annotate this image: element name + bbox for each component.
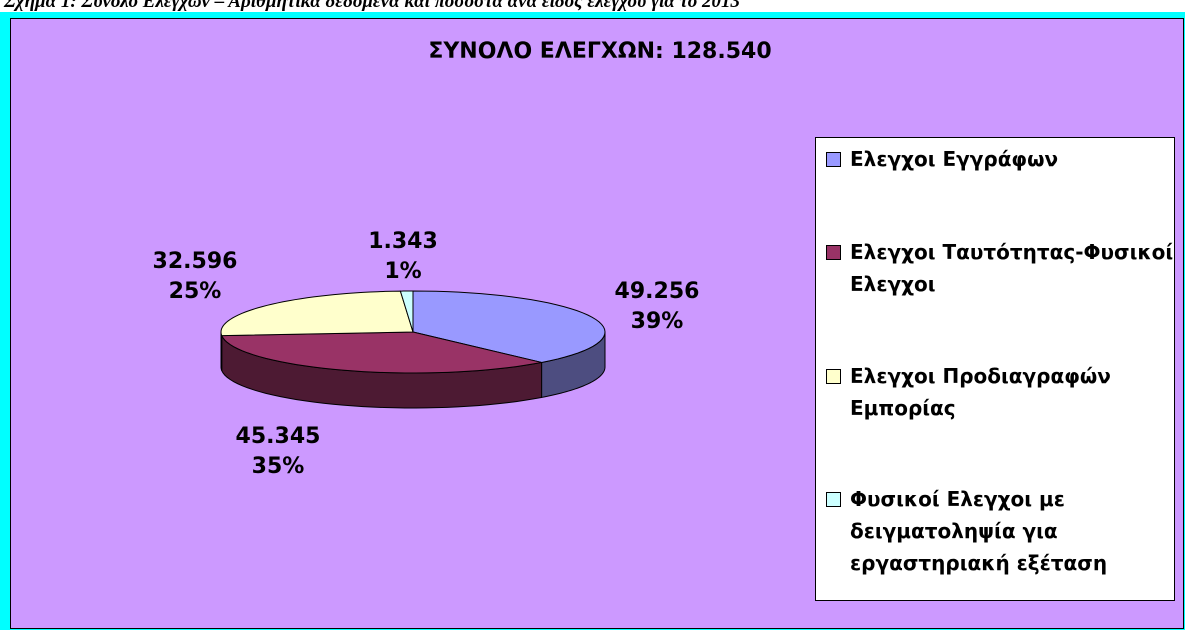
percentage-label: 39% bbox=[631, 309, 684, 334]
legend-label: Ελεγχοι Προδιαγραφών Εμπορίας bbox=[850, 364, 1111, 420]
slice bbox=[220, 290, 414, 337]
value-label: 49.256 bbox=[615, 279, 700, 304]
percentage-label: 1% bbox=[384, 259, 421, 284]
legend-label: Φυσικοί Ελεγχοι με δειγματοληψία για εργ… bbox=[850, 487, 1108, 575]
legend-swatch bbox=[826, 492, 841, 507]
legend: Ελεγχοι Εγγράφων Ελεγχοι Ταυτότητας-Φυσικ… bbox=[815, 137, 1175, 601]
value-label: 1.343 bbox=[368, 229, 438, 254]
value-label: 32.596 bbox=[153, 249, 238, 274]
percentage-label: 25% bbox=[169, 279, 222, 304]
legend-item: Ελεγχοι Προδιαγραφών Εμπορίας bbox=[826, 360, 1180, 424]
legend-item: Ελεγχοι Ταυτότητας-Φυσικοί Ελεγχοι bbox=[826, 236, 1180, 300]
caption: Σχήμα 1: Σύνολο Ελέγχων – Αριθμητικά δεδ… bbox=[4, 0, 740, 12]
chart-title: ΣΥΝΟΛΟ ΕΛΕΓΧΩΝ: 128.540 bbox=[428, 39, 771, 64]
legend-label: Ελεγχοι Ταυτότητας-Φυσικοί Ελεγχοι bbox=[850, 240, 1174, 296]
legend-item: Φυσικοί Ελεγχοι με δειγματοληψία για εργ… bbox=[826, 483, 1180, 579]
legend-item: Ελεγχοι Εγγράφων bbox=[826, 143, 1180, 175]
legend-swatch bbox=[826, 245, 841, 260]
percentage-label: 35% bbox=[252, 454, 305, 479]
legend-label: Ελεγχοι Εγγράφων bbox=[850, 147, 1059, 171]
legend-swatch bbox=[826, 369, 841, 384]
value-label: 45.345 bbox=[236, 424, 321, 449]
slice-side bbox=[220, 332, 223, 371]
slice bbox=[412, 290, 606, 363]
slice bbox=[399, 290, 414, 333]
slice bbox=[220, 331, 542, 374]
legend-swatch bbox=[826, 152, 841, 167]
